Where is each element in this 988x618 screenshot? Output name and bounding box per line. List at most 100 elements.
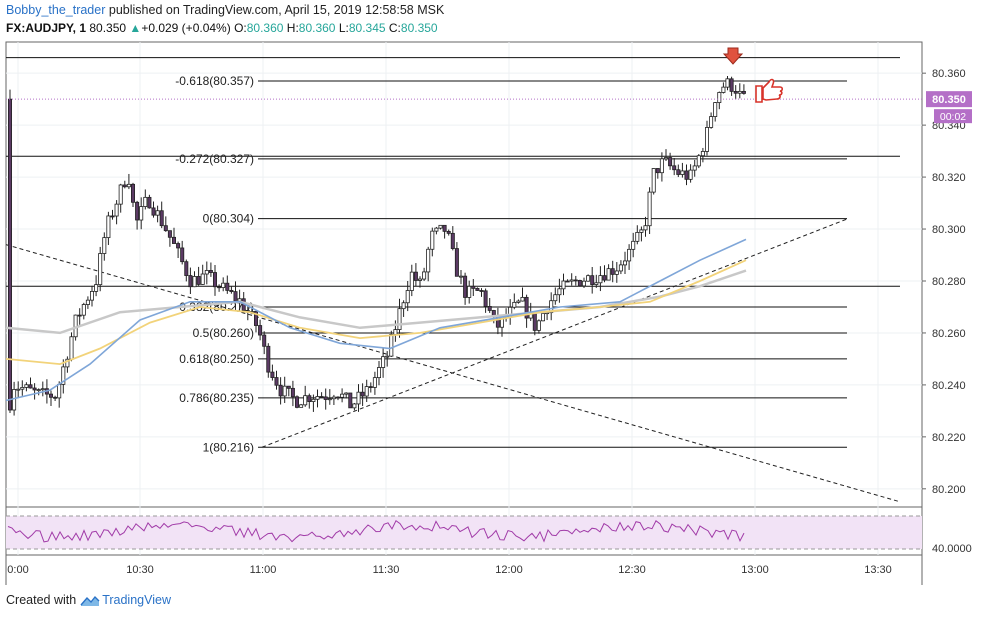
candle-body — [69, 336, 74, 360]
candle-body — [430, 230, 435, 250]
low-label: L: — [338, 21, 349, 35]
candle-body — [81, 304, 86, 316]
candle-body — [401, 302, 406, 310]
candle-body — [413, 271, 418, 281]
candle-body — [721, 86, 726, 93]
candle-body — [409, 271, 414, 291]
time-tick-label: 12:30 — [618, 564, 646, 576]
candle-body — [688, 169, 693, 180]
candle-body — [16, 388, 21, 391]
candle-body — [90, 290, 95, 301]
candle-body — [180, 247, 185, 263]
time-tick-label: 13:30 — [864, 564, 892, 576]
fib-level-label: 1(80.216) — [203, 440, 254, 454]
candle-body — [381, 356, 386, 368]
tradingview-brand[interactable]: TradingView — [102, 593, 171, 607]
candle-body — [676, 169, 681, 175]
candle-body — [475, 287, 480, 291]
candle-body — [315, 396, 320, 400]
candle-body — [479, 290, 484, 292]
countdown-value: 00:02 — [940, 111, 966, 123]
fib-level-label: 0(80.304) — [203, 212, 254, 226]
candle-body — [319, 396, 324, 398]
candle-body — [631, 240, 636, 250]
price-tick-label: 80.280 — [932, 276, 966, 288]
publish-info: Bobby_the_trader published on TradingVie… — [6, 3, 444, 17]
candle-body — [561, 280, 566, 290]
thumbs-up-icon — [755, 78, 784, 103]
price-tick-label: 80.320 — [932, 172, 966, 184]
rsi-line — [7, 519, 745, 543]
candle-body — [635, 232, 640, 242]
candle-body — [471, 285, 476, 289]
time-tick-label: 11:00 — [250, 564, 277, 576]
candle-body — [266, 345, 271, 373]
high-value: 80.360 — [298, 21, 336, 35]
candle-body — [389, 334, 394, 357]
candle-body — [270, 371, 275, 378]
candle-body — [188, 275, 193, 288]
candle-body — [672, 165, 677, 171]
rsi-band — [6, 516, 922, 549]
author-name[interactable]: Bobby_the_trader — [6, 3, 106, 17]
candle-body — [610, 268, 615, 275]
candle-body — [553, 294, 558, 302]
price-tick-label: 80.240 — [932, 380, 966, 392]
candle-body — [385, 355, 390, 358]
candle-body — [442, 224, 447, 232]
candle-body — [700, 151, 705, 157]
candle-body — [356, 391, 361, 405]
candle-body — [36, 389, 41, 392]
candle-body — [139, 206, 144, 221]
rsi-level-label: 40.0000 — [932, 543, 972, 555]
candle-body — [340, 393, 345, 398]
candle-body — [438, 224, 443, 229]
candle-body — [684, 170, 689, 180]
candle-body — [147, 196, 152, 209]
candle-body — [582, 280, 587, 287]
candle-body — [20, 387, 25, 390]
candle-body — [450, 232, 455, 249]
candle-body — [709, 116, 714, 128]
candle-body — [229, 289, 234, 293]
candle-body — [725, 78, 730, 88]
candle-body — [282, 385, 287, 397]
candle-body — [102, 237, 107, 254]
candle-body — [53, 396, 58, 399]
candle-body — [196, 276, 201, 285]
candle-body — [467, 285, 472, 298]
time-tick-label: 11:30 — [373, 564, 400, 576]
chart-area[interactable]: 0:00 10:30 11:00 11:30 12:00 12:30 13:00 13:30 8… — [0, 40, 988, 591]
candle-body — [458, 275, 463, 278]
candle-body — [262, 334, 267, 347]
down-arrow-icon — [722, 47, 744, 65]
candle-body — [7, 98, 12, 411]
created-with-text: Created with — [6, 593, 77, 607]
fib-level-label: -0.272(80.327) — [175, 152, 254, 166]
candle-body — [327, 398, 332, 401]
candle-body — [225, 282, 230, 291]
candle-body — [57, 383, 62, 399]
price-tick-label: 80.260 — [932, 328, 966, 340]
candle-body — [122, 184, 127, 188]
open-label: O: — [234, 21, 247, 35]
low-value: 80.345 — [348, 21, 386, 35]
candle-body — [651, 168, 656, 193]
candle-body — [594, 282, 599, 285]
candle-body — [598, 275, 603, 284]
candle-body — [680, 170, 685, 175]
open-value: 80.360 — [246, 21, 284, 35]
candle-body — [364, 386, 369, 397]
candle-body — [253, 311, 258, 326]
candle-body — [348, 392, 353, 409]
candle-body — [24, 384, 29, 388]
price-tick-label: 80.300 — [932, 224, 966, 236]
candle-body — [524, 296, 529, 319]
candle-body — [110, 215, 115, 218]
time-tick-label: 10:30 — [126, 564, 154, 576]
price-chart[interactable]: 0:00 10:30 11:00 11:30 12:00 12:30 13:00 13:30 8… — [0, 40, 988, 591]
candle-body — [376, 367, 381, 379]
candle-body — [233, 291, 238, 302]
candle-body — [294, 396, 299, 408]
candle-body — [643, 225, 648, 231]
